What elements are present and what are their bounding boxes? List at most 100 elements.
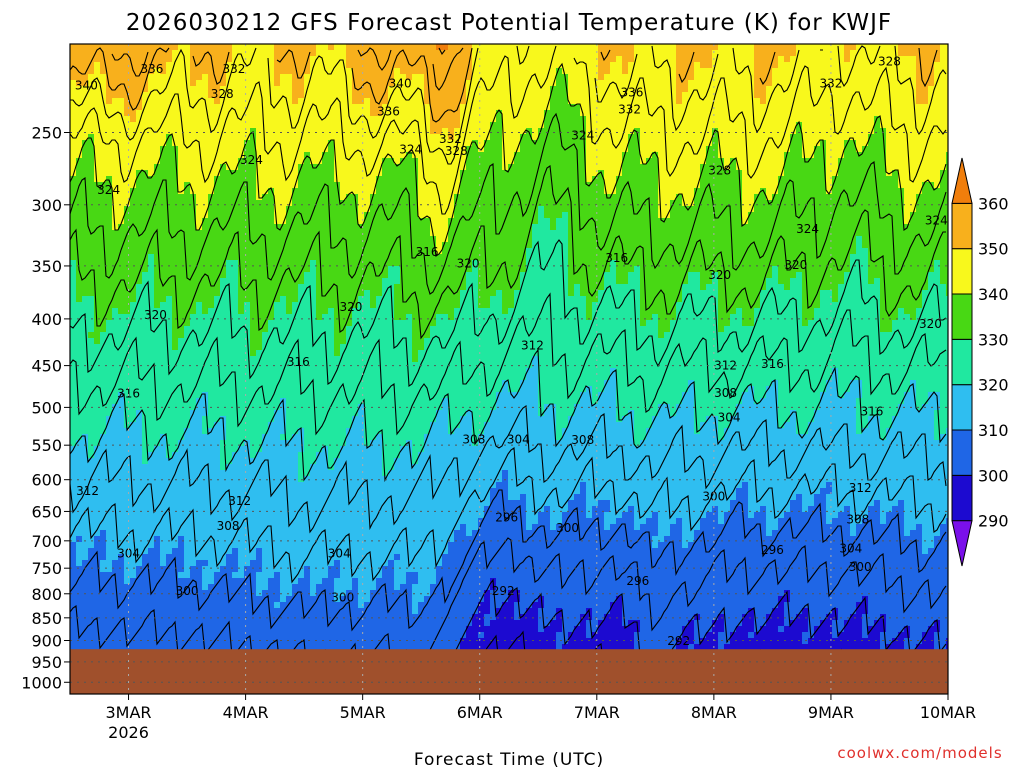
field-cell <box>754 44 761 99</box>
field-cell <box>514 44 521 153</box>
field-cell <box>304 566 311 694</box>
field-cell <box>946 152 948 297</box>
field-cell <box>544 110 551 219</box>
field-cell <box>142 92 149 171</box>
field-cell <box>376 44 383 117</box>
field-cell <box>502 470 509 603</box>
field-cell <box>568 104 575 297</box>
field-cell <box>778 44 785 57</box>
field-cell <box>376 116 383 177</box>
field-cell <box>634 266 641 447</box>
field-cell <box>178 578 185 669</box>
field-cell <box>946 44 948 153</box>
field-cell <box>778 56 785 177</box>
field-cell <box>622 152 629 285</box>
field-cell <box>580 482 587 615</box>
field-cell <box>202 566 209 591</box>
field-cell <box>616 422 623 519</box>
y-tick-label: 1000 <box>21 673 62 692</box>
contour-label: 312 <box>76 484 99 498</box>
contour-label: 300 <box>702 490 725 504</box>
field-cell <box>742 224 749 327</box>
field-cell <box>196 80 203 231</box>
x-tick-label: 9MAR <box>808 703 854 722</box>
field-cell <box>220 440 227 471</box>
field-cell <box>400 446 407 585</box>
field-cell <box>910 530 917 651</box>
field-cell <box>934 410 941 441</box>
field-cell <box>352 416 359 579</box>
field-cell <box>766 44 773 87</box>
field-cell <box>784 602 791 627</box>
field-cell <box>802 512 809 609</box>
field-cell <box>730 158 737 315</box>
field-cell <box>904 392 911 537</box>
field-cell <box>292 104 299 189</box>
colorbar-swatch <box>951 429 973 476</box>
field-cell <box>538 512 545 597</box>
field-cell <box>94 344 101 447</box>
field-cell <box>286 74 293 207</box>
field-cell <box>838 284 845 399</box>
field-cell <box>682 284 689 393</box>
field-cell <box>886 332 893 429</box>
field-cell <box>532 224 539 357</box>
field-cell <box>538 608 545 633</box>
field-cell <box>634 530 641 621</box>
field-cell <box>232 170 239 261</box>
field-cell <box>220 86 227 165</box>
field-cell <box>646 158 653 321</box>
field-cell <box>808 506 815 639</box>
field-cell <box>448 218 455 321</box>
field-cell <box>856 434 863 525</box>
field-cell <box>466 80 473 147</box>
field-cell <box>766 278 773 387</box>
field-cell <box>310 56 317 165</box>
field-cell <box>238 44 245 159</box>
field-cell <box>328 566 335 694</box>
field-cell <box>244 440 251 567</box>
field-cell <box>598 500 605 621</box>
field-cell <box>310 44 317 57</box>
field-cell <box>508 392 515 501</box>
field-cell <box>226 260 233 465</box>
field-cell <box>574 494 581 627</box>
field-cell <box>628 410 635 507</box>
field-cell <box>682 92 689 207</box>
field-cell <box>898 404 905 501</box>
field-cell <box>850 254 857 381</box>
field-cell <box>256 350 263 453</box>
field-cell <box>844 506 851 621</box>
field-cell <box>772 266 779 381</box>
field-cell <box>718 44 725 159</box>
field-cell <box>100 434 107 531</box>
field-cell <box>556 68 563 219</box>
field-cell <box>268 188 275 321</box>
field-cell <box>490 410 497 489</box>
field-cell <box>88 548 95 675</box>
field-cell <box>370 194 377 309</box>
field-cell <box>604 512 611 531</box>
field-cell <box>100 182 107 333</box>
field-cell <box>460 290 467 417</box>
field-cell <box>292 434 299 585</box>
field-cell <box>700 68 707 165</box>
field-cell <box>262 194 269 333</box>
field-cell <box>130 578 137 693</box>
field-cell <box>406 314 413 441</box>
field-cell <box>442 50 449 129</box>
field-cell <box>412 158 419 363</box>
field-cell <box>904 314 911 393</box>
field-cell <box>376 578 383 694</box>
field-cell <box>100 332 107 435</box>
source-credit[interactable]: coolwx.com/models <box>837 744 1002 762</box>
field-cell <box>184 428 191 579</box>
field-cell <box>868 134 875 285</box>
field-cell <box>532 44 539 141</box>
field-cell <box>226 62 233 171</box>
field-cell <box>364 446 371 603</box>
field-cell <box>622 416 629 513</box>
field-cell <box>364 98 371 213</box>
field-cell <box>190 410 197 567</box>
field-cell <box>784 512 791 591</box>
